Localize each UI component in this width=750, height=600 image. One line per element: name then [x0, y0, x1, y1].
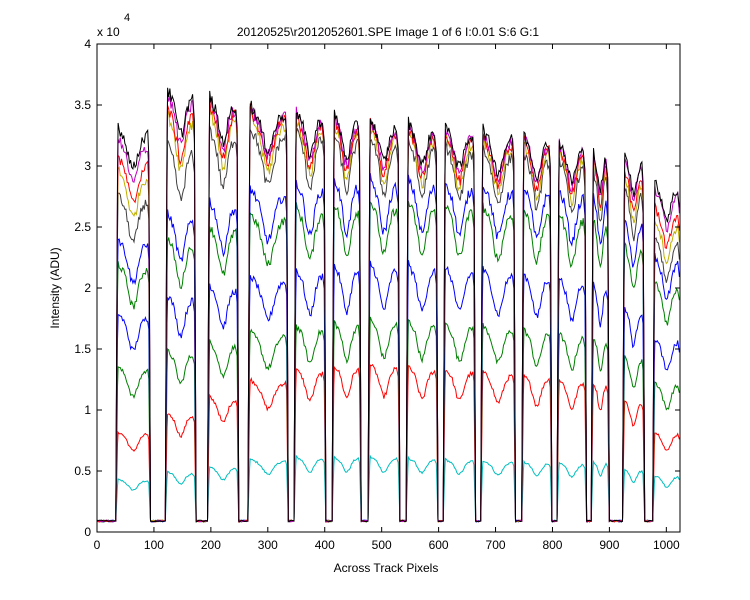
- y-tick-label: 4: [84, 37, 91, 51]
- x-tick-label: 100: [144, 538, 164, 552]
- y-tick-label: 0: [84, 525, 91, 539]
- y-tick-label: 3.5: [74, 98, 91, 112]
- x-tick-label: 900: [599, 538, 619, 552]
- y-axis-label: Intensity (ADU): [48, 247, 62, 328]
- y-tick-label: 1: [84, 403, 91, 417]
- y-tick-label: 0.5: [74, 464, 91, 478]
- x-tick-label: 0: [94, 538, 101, 552]
- y-tick-label: 3: [84, 159, 91, 173]
- x-tick-label: 1000: [653, 538, 680, 552]
- y-tick-label: 1.5: [74, 342, 91, 356]
- y-tick-label: 2.5: [74, 220, 91, 234]
- x-axis-label: Across Track Pixels: [334, 561, 439, 575]
- y-exponent-power: 4: [124, 12, 130, 24]
- chart-title: 20120525\r2012052601.SPE Image 1 of 6 I:…: [237, 25, 540, 39]
- x-tick-label: 200: [201, 538, 221, 552]
- axis-ticks: 0 100 200 300 400 500 600 700 800 900 1000 0 0.5 1 1.5…: [74, 37, 680, 552]
- x-tick-label: 300: [258, 538, 278, 552]
- y-tick-label: 2: [84, 281, 91, 295]
- series-line-11: [96, 87, 680, 523]
- x-tick-label: 400: [315, 538, 335, 552]
- plot-lines: [96, 87, 680, 523]
- x-tick-label: 800: [542, 538, 562, 552]
- x-tick-label: 700: [486, 538, 506, 552]
- x-tick-label: 500: [372, 538, 392, 552]
- x-tick-label: 600: [429, 538, 449, 552]
- y-exponent-base: x 10: [97, 25, 120, 39]
